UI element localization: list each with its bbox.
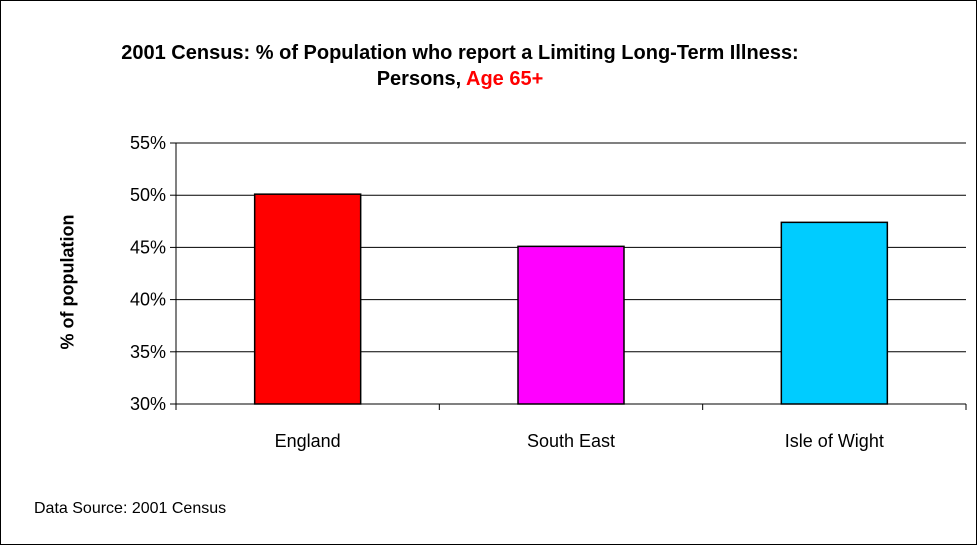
y-tick-label: 30%: [130, 394, 166, 414]
bar-england: [253, 193, 362, 405]
y-tick-label: 55%: [130, 133, 166, 153]
data-source-note: Data Source: 2001 Census: [34, 500, 227, 517]
x-tick-label: England: [275, 431, 341, 451]
y-tick-label: 35%: [130, 342, 166, 362]
chart-title-highlight: Age 65+: [466, 68, 544, 90]
bar-isle-of-wight: [780, 221, 889, 405]
bar-south-east: [517, 245, 625, 405]
x-tick-label: Isle of Wight: [785, 431, 884, 451]
y-tick-label: 50%: [130, 185, 166, 205]
y-tick-label: 40%: [130, 290, 166, 310]
y-tick-label: 45%: [130, 237, 166, 257]
chart-title: 2001 Census: % of Population who report …: [121, 42, 799, 90]
x-tick-label: South East: [527, 431, 615, 451]
